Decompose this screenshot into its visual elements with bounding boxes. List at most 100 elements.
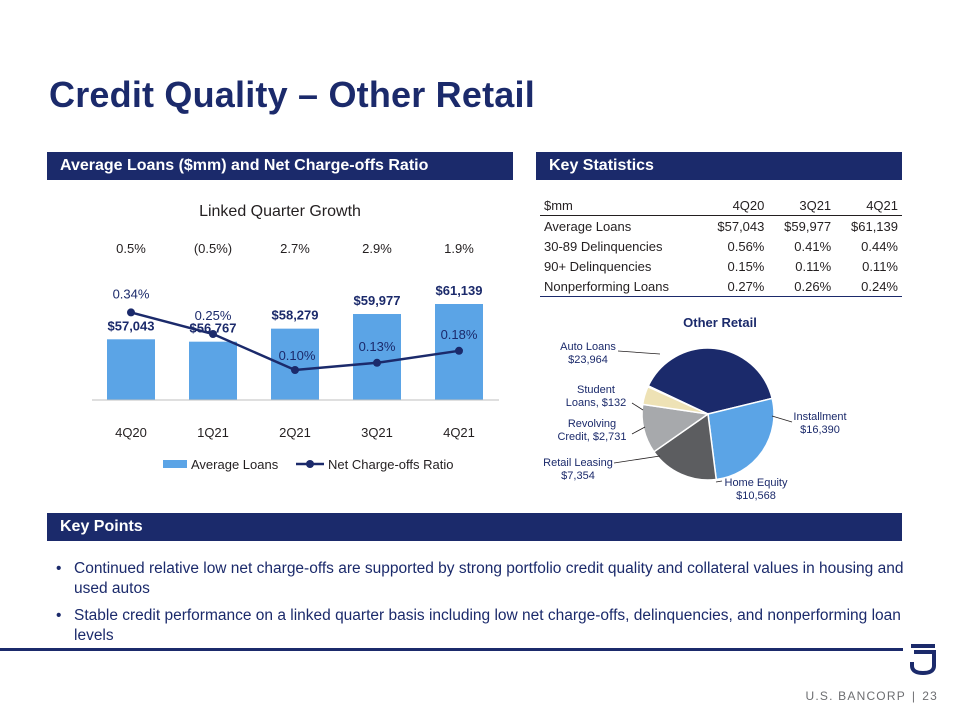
pie-leader-line <box>617 350 661 355</box>
pie-slice-label-line: Student <box>577 384 615 396</box>
legend-label: Net Charge-offs Ratio <box>328 457 454 472</box>
table-cell: 0.27% <box>701 276 769 297</box>
pie-chart-title: Other Retail <box>683 315 757 330</box>
pie-slice <box>647 347 774 415</box>
table-cell: Nonperforming Loans <box>540 276 702 297</box>
table-cell: $59,977 <box>784 218 832 234</box>
table-cell: $61,139 <box>851 218 898 234</box>
legend-swatch-marker <box>306 460 314 468</box>
pie-slice-label-line: Home Equity <box>725 477 788 489</box>
pie-slice-label-line: $16,390 <box>800 424 840 436</box>
bar-data-label: $61,139 <box>436 283 483 298</box>
line-data-label: 0.10% <box>279 348 316 363</box>
table-header-cell: 3Q21 <box>768 195 836 216</box>
table-header-cell: $mm <box>540 195 702 216</box>
other-retail-pie-chart: Auto Loans $23,964 Installment $16,390 Home … <box>543 341 846 502</box>
linked-quarter-growth-title: Linked Quarter Growth <box>199 203 361 220</box>
line-point <box>209 330 217 338</box>
growth-label: 1.9% <box>444 241 474 256</box>
table-row: 30-89 Delinquencies 0.56% 0.41% 0.44% <box>540 236 902 256</box>
pie-slice-label: Student Loans, $132 <box>566 384 627 409</box>
table-cell: 30-89 Delinquencies <box>544 238 663 254</box>
line-data-label: 0.13% <box>359 339 396 354</box>
table-cell: 0.56% <box>727 238 765 254</box>
table-cell: 0.26% <box>768 276 836 297</box>
x-tick-label: 3Q21 <box>361 425 393 440</box>
pie-slice <box>646 384 709 415</box>
list-item: Continued relative low net charge-offs a… <box>56 559 906 599</box>
table-row: 90+ Delinquencies 0.15% 0.11% 0.11% <box>540 256 902 276</box>
table-header-cell: 4Q21 <box>835 195 902 216</box>
average-loans-chart: 0.5% (0.5%) 2.7% 2.9% 1.9%$57,0434Q20$56,767… <box>92 241 499 472</box>
pie-slice-label-line: $10,568 <box>736 490 776 502</box>
pie-slice-label-line: Auto Loans <box>560 341 616 353</box>
pie-slice-label: Revolving Credit, $2,731 <box>557 418 626 443</box>
table-cell: 0.44% <box>861 238 898 254</box>
bar-data-label: $58,279 <box>272 308 319 323</box>
pie-slice <box>707 397 775 481</box>
footer-company: U.S. BANCORP <box>805 689 906 703</box>
line-point <box>455 346 463 355</box>
legend-label: Average Loans <box>191 457 279 472</box>
line-data-label: 0.25% <box>195 308 232 323</box>
page-number: 23 <box>922 689 938 703</box>
bar <box>271 328 319 400</box>
table-cell: 90+ Delinquencies <box>544 258 652 274</box>
table-cell: 0.41% <box>794 238 832 254</box>
growth-label: (0.5%) <box>194 241 232 256</box>
pie-slice <box>652 412 718 481</box>
growth-label: 2.7% <box>280 241 310 256</box>
pie-slice-label: Auto Loans $23,964 <box>560 341 616 366</box>
list-item: Stable credit performance on a linked qu… <box>56 606 906 646</box>
pie-leader-line <box>631 402 644 411</box>
line-data-label: 0.18% <box>441 327 478 342</box>
table-cell: 0.15% <box>727 258 765 274</box>
pie-slice-label-line: Revolving <box>568 418 616 430</box>
page-title: Credit Quality – Other Retail <box>49 74 535 115</box>
section-header-key-statistics: Key Statistics <box>536 152 902 180</box>
x-tick-label: 2Q21 <box>279 425 311 440</box>
line-data-label: 0.34% <box>113 286 150 301</box>
x-tick-label: 1Q21 <box>197 425 229 440</box>
footer-separator: | <box>911 689 917 703</box>
table-header-row: $mm 4Q20 3Q21 4Q21 <box>540 195 902 216</box>
growth-label: 0.5% <box>116 241 146 256</box>
table-row: Nonperforming Loans 0.27% 0.26% 0.24% <box>540 276 902 297</box>
key-points-list: Continued relative low net charge-offs a… <box>56 559 906 653</box>
pie-slice-label-line: $23,964 <box>568 354 608 366</box>
pie-slice-label: Installment $16,390 <box>793 411 846 436</box>
table-cell: 0.24% <box>835 276 902 297</box>
footer: U.S. BANCORP | 23 <box>806 689 939 703</box>
legend-swatch-average-loans <box>163 460 187 468</box>
section-header-key-points: Key Points <box>47 513 902 541</box>
bar <box>353 314 401 400</box>
table-cell: Average Loans <box>544 218 632 234</box>
pie-leader-line <box>715 480 723 483</box>
pie-slice-label-line: Loans, $132 <box>566 397 627 409</box>
pie-leader-line <box>631 426 646 435</box>
pie-leader-line <box>771 415 793 423</box>
x-tick-label: 4Q20 <box>115 425 147 440</box>
bar <box>189 341 237 400</box>
line-point <box>373 358 381 367</box>
pie-leader-line <box>613 455 661 464</box>
line-point <box>291 366 299 374</box>
pie-slice-label-line: Retail Leasing <box>543 457 613 469</box>
bar <box>107 339 155 400</box>
pie-slice-label: Home Equity $10,568 <box>725 477 788 502</box>
table-cell: $57,043 <box>717 218 765 234</box>
pie-slice-label-line: Installment <box>793 411 846 423</box>
table-cell: 0.11% <box>795 258 832 274</box>
pie-slice-label-line: Credit, $2,731 <box>557 431 626 443</box>
bar-data-label: $59,977 <box>354 293 401 308</box>
growth-label: 2.9% <box>362 241 392 256</box>
bar-data-label: $57,043 <box>108 318 155 333</box>
footer-divider <box>0 648 903 651</box>
pie-slice-label: Retail Leasing $7,354 <box>543 457 613 482</box>
table-cell: 0.11% <box>862 258 898 274</box>
table-header-cell: 4Q20 <box>701 195 769 216</box>
us-bancorp-shield-logo <box>910 644 936 676</box>
x-tick-label: 4Q21 <box>443 425 475 440</box>
line-point <box>127 308 135 317</box>
table-row: Average Loans $57,043 $59,977 $61,139 <box>540 216 902 237</box>
